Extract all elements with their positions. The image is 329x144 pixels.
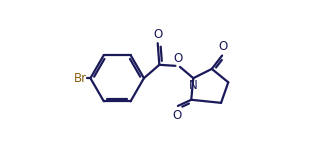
Text: O: O [173, 52, 183, 65]
Text: O: O [172, 109, 182, 122]
Text: Br: Br [73, 72, 87, 85]
Text: O: O [218, 40, 227, 53]
Text: N: N [189, 79, 198, 92]
Text: O: O [153, 28, 162, 40]
